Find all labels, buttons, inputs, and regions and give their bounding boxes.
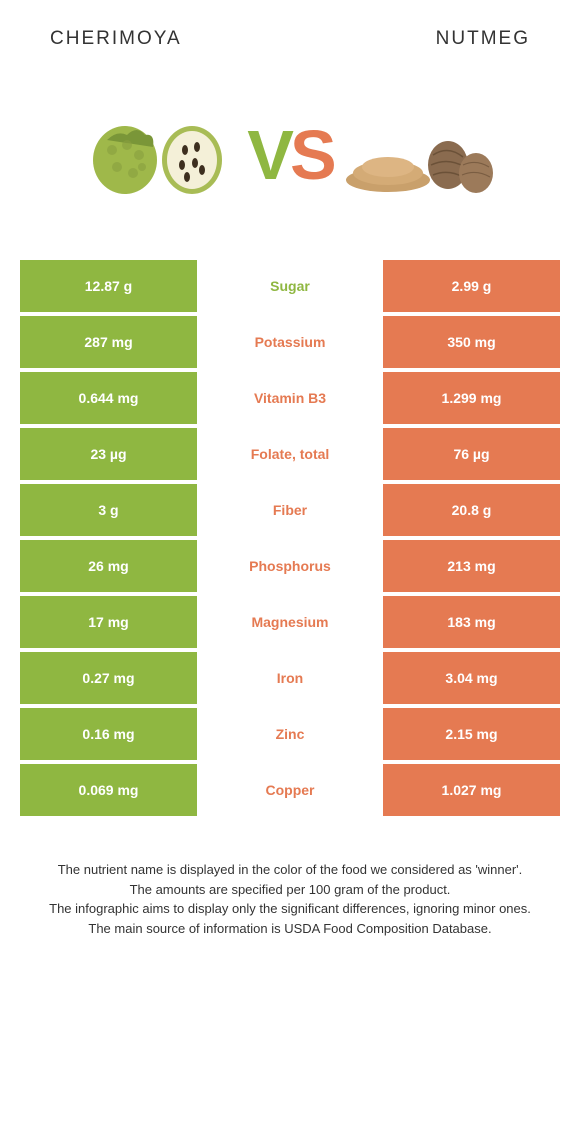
- right-food-title: Nutmeg: [436, 28, 530, 50]
- left-value-cell: 12.87 g: [20, 260, 197, 312]
- right-value-cell: 1.299 mg: [383, 372, 560, 424]
- nutrient-label-cell: Phosphorus: [197, 540, 383, 592]
- nutrient-label-cell: Folate, total: [197, 428, 383, 480]
- right-value-cell: 2.15 mg: [383, 708, 560, 760]
- nutrient-label-cell: Zinc: [197, 708, 383, 760]
- footer-notes: The nutrient name is displayed in the co…: [0, 820, 580, 938]
- left-value-cell: 3 g: [20, 484, 197, 536]
- right-value-cell: 350 mg: [383, 316, 560, 368]
- nutrient-label-cell: Magnesium: [197, 596, 383, 648]
- left-value-cell: 17 mg: [20, 596, 197, 648]
- nutrient-label-cell: Copper: [197, 764, 383, 816]
- left-value-cell: 23 µg: [20, 428, 197, 480]
- nutrient-label-cell: Vitamin B3: [197, 372, 383, 424]
- table-row: 0.27 mgIron3.04 mg: [20, 652, 560, 704]
- nutmeg-image: [338, 100, 498, 210]
- nutrient-label-cell: Potassium: [197, 316, 383, 368]
- table-row: 3 gFiber20.8 g: [20, 484, 560, 536]
- right-value-cell: 1.027 mg: [383, 764, 560, 816]
- left-value-cell: 0.27 mg: [20, 652, 197, 704]
- footer-line: The amounts are specified per 100 gram o…: [30, 880, 550, 900]
- right-value-cell: 20.8 g: [383, 484, 560, 536]
- table-row: 0.16 mgZinc2.15 mg: [20, 708, 560, 760]
- nutrient-label-cell: Sugar: [197, 260, 383, 312]
- footer-line: The main source of information is USDA F…: [30, 919, 550, 939]
- vs-v: V: [247, 115, 290, 195]
- table-row: 12.87 gSugar2.99 g: [20, 260, 560, 312]
- right-value-cell: 3.04 mg: [383, 652, 560, 704]
- footer-line: The nutrient name is displayed in the co…: [30, 860, 550, 880]
- table-row: 287 mgPotassium350 mg: [20, 316, 560, 368]
- left-value-cell: 0.069 mg: [20, 764, 197, 816]
- table-row: 26 mgPhosphorus213 mg: [20, 540, 560, 592]
- header-row: CHERIMOYA Nutmeg: [0, 0, 580, 60]
- table-row: 17 mgMagnesium183 mg: [20, 596, 560, 648]
- right-value-cell: 213 mg: [383, 540, 560, 592]
- vs-s: S: [290, 115, 333, 195]
- right-value-cell: 183 mg: [383, 596, 560, 648]
- left-value-cell: 0.644 mg: [20, 372, 197, 424]
- left-value-cell: 0.16 mg: [20, 708, 197, 760]
- cherimoya-image: [82, 100, 242, 210]
- left-value-cell: 287 mg: [20, 316, 197, 368]
- right-value-cell: 76 µg: [383, 428, 560, 480]
- nutrient-label-cell: Iron: [197, 652, 383, 704]
- table-row: 0.644 mgVitamin B31.299 mg: [20, 372, 560, 424]
- table-row: 0.069 mgCopper1.027 mg: [20, 764, 560, 816]
- comparison-table: 12.87 gSugar2.99 g287 mgPotassium350 mg0…: [0, 260, 580, 816]
- vs-section: VS: [0, 60, 580, 260]
- left-value-cell: 26 mg: [20, 540, 197, 592]
- footer-line: The infographic aims to display only the…: [30, 899, 550, 919]
- table-row: 23 µgFolate, total76 µg: [20, 428, 560, 480]
- nutrient-label-cell: Fiber: [197, 484, 383, 536]
- left-food-title: CHERIMOYA: [50, 28, 182, 50]
- vs-label: VS: [247, 115, 332, 195]
- right-value-cell: 2.99 g: [383, 260, 560, 312]
